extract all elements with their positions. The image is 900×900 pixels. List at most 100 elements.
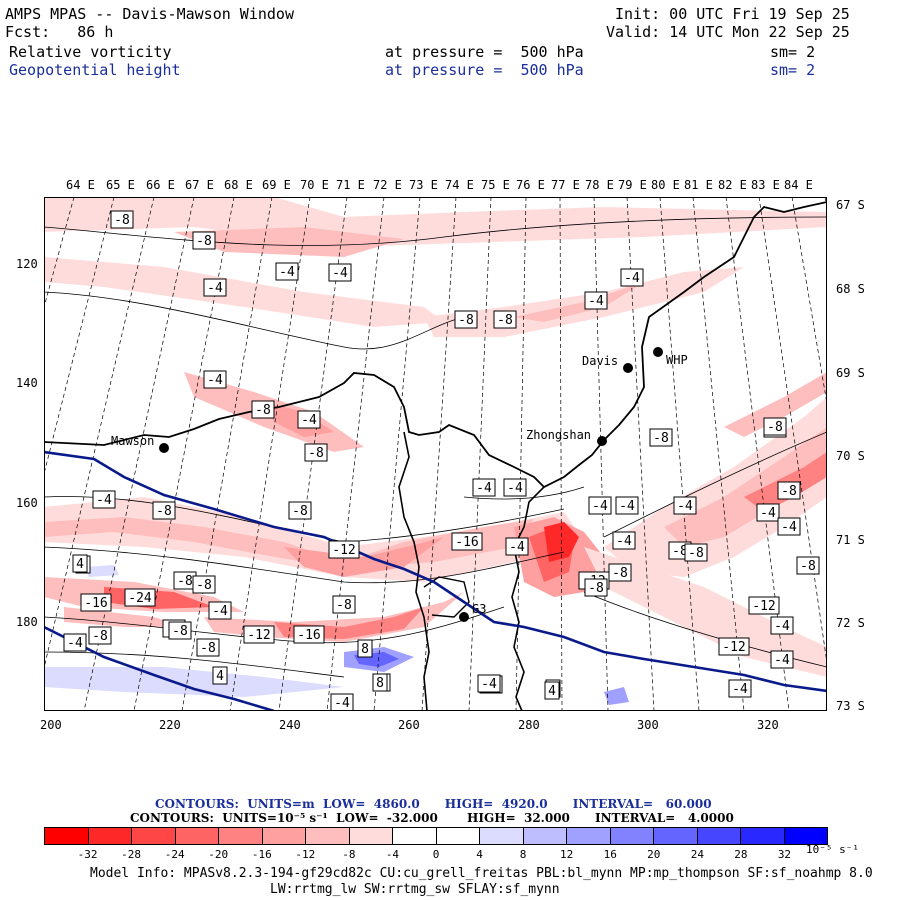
lat-label: 67 S bbox=[836, 198, 865, 212]
contour-value: -8 bbox=[458, 313, 474, 328]
contour-value-box: -24 bbox=[124, 588, 156, 607]
valid-time: Valid: 14 UTC Mon 22 Sep 25 bbox=[606, 23, 850, 41]
contour-value: -4 bbox=[592, 499, 608, 514]
station-marker[interactable] bbox=[459, 612, 469, 622]
contour-value: -4 bbox=[507, 481, 523, 496]
contour-value: -8 bbox=[92, 629, 108, 644]
contour-labels: -8-8-4-4 -4-8 -8-4-4-8-4-4-8-4-8 -8-4-4 -4-8… bbox=[63, 210, 820, 712]
ice-divide bbox=[511, 486, 545, 712]
contour-value: -4 bbox=[67, 636, 83, 651]
forecast-hour: Fcst: 86 h bbox=[5, 23, 114, 41]
colorbar-swatch bbox=[741, 828, 785, 844]
contour-value: -4 bbox=[774, 653, 790, 668]
field2-name: Geopotential height bbox=[9, 61, 181, 79]
station-marker[interactable] bbox=[653, 347, 663, 357]
contour-value-box: -4 bbox=[588, 496, 612, 515]
grid-y-label: 160 bbox=[16, 496, 38, 510]
contour-value: -4 bbox=[476, 481, 492, 496]
contour-value-box: -4 bbox=[92, 490, 116, 509]
lon-label: 67 E bbox=[185, 178, 214, 192]
lon-label: 69 E bbox=[262, 178, 291, 192]
contour-value-box: -16 bbox=[451, 532, 483, 551]
colorbar-tick-label: 20 bbox=[647, 848, 661, 861]
contour-value-box: -8 bbox=[192, 575, 216, 594]
lon-label: 68 E bbox=[224, 178, 253, 192]
lon-label: 82 E bbox=[718, 178, 747, 192]
grid-x-label: 200 bbox=[40, 718, 62, 732]
contour-value: -12 bbox=[247, 628, 270, 643]
contour-value: 8 bbox=[361, 642, 369, 657]
map-panel[interactable]: Mawson Davis WHP Zhongshan G3 -8 -8 -4 -4 -4… bbox=[0, 196, 900, 713]
lon-label: 65 E bbox=[106, 178, 135, 192]
contour-value-box: -8 bbox=[608, 563, 632, 582]
grid-y-label: 140 bbox=[16, 376, 38, 390]
contour-value-box: -8 bbox=[796, 556, 820, 575]
colorbar-tick-label: 4 bbox=[476, 848, 483, 861]
contour-value: -8 bbox=[781, 484, 797, 499]
contour-value-box: -8 bbox=[192, 231, 216, 250]
station-marker[interactable] bbox=[159, 443, 169, 453]
colorbar-tick-label: -12 bbox=[295, 848, 316, 861]
colorbar bbox=[44, 827, 828, 845]
contour-value-box: -8 bbox=[304, 443, 328, 462]
contour-value-box: 4 bbox=[72, 554, 88, 573]
contour-value-box: -4 bbox=[208, 601, 232, 620]
contour-value-box: 8 bbox=[357, 639, 373, 658]
colorbar-tick-label: 8 bbox=[519, 848, 527, 861]
contour-value: -4 bbox=[509, 540, 525, 555]
contour-value: -4 bbox=[481, 677, 497, 692]
grid-x-label: 300 bbox=[637, 718, 659, 732]
lon-label: 75 E bbox=[481, 178, 510, 192]
lon-label: 73 E bbox=[409, 178, 438, 192]
model-info: Model Info: MPASv8.2.3-194-gf29cd82c CU:… bbox=[90, 866, 873, 881]
lon-label: 79 E bbox=[618, 178, 647, 192]
lon-label: 78 E bbox=[585, 178, 614, 192]
contour-value: -8 bbox=[114, 213, 130, 228]
colorbar-tick-label: 28 bbox=[734, 848, 748, 861]
contour-value-box: -12 bbox=[243, 625, 275, 644]
contour-value: -24 bbox=[128, 591, 152, 606]
contour-value-box: -4 bbox=[584, 291, 608, 310]
top-axis-labels: 64 E 65 E 66 E 67 E 68 E 69 E 70 E 71 E … bbox=[0, 176, 900, 192]
station-marker[interactable] bbox=[597, 436, 607, 446]
contour-value: -8 bbox=[308, 446, 324, 461]
contour-value: -8 bbox=[672, 544, 688, 559]
init-time: Init: 00 UTC Fri 19 Sep 25 bbox=[615, 5, 850, 23]
contour-value: -4 bbox=[332, 266, 348, 281]
contour-value: -4 bbox=[301, 413, 317, 428]
stations: Mawson Davis WHP Zhongshan G3 bbox=[111, 347, 688, 622]
contour-value: 4 bbox=[216, 669, 224, 684]
grid-x-label: 260 bbox=[398, 718, 420, 732]
contour-value: -8 bbox=[200, 641, 216, 656]
colorbar-swatch bbox=[349, 828, 393, 844]
contour-value-box: -8 bbox=[288, 501, 312, 520]
lat-label: 72 S bbox=[836, 616, 865, 630]
contour-value: -8 bbox=[767, 420, 783, 435]
contour-value-box: -8 bbox=[684, 543, 708, 562]
station-label: Davis bbox=[582, 354, 618, 368]
contour-value-box: -8 bbox=[584, 578, 608, 597]
contour-value-box: -8 bbox=[88, 626, 112, 645]
station-label: G3 bbox=[472, 602, 486, 616]
contour-value-box: -4 bbox=[477, 674, 501, 693]
contour-value: -8 bbox=[196, 578, 212, 593]
map-canvas: Mawson Davis WHP Zhongshan G3 -8-8-4-4 -4… bbox=[0, 196, 900, 713]
colorbar-swatch bbox=[219, 828, 263, 844]
contour-value-box: -8 bbox=[168, 621, 192, 640]
contour-value: -4 bbox=[212, 604, 228, 619]
contour-value-box: -8 bbox=[251, 400, 275, 419]
lon-label: 66 E bbox=[146, 178, 175, 192]
colorbar-tick-label: -28 bbox=[121, 848, 142, 861]
contour-value-box: -8 bbox=[493, 310, 517, 329]
lon-label: 80 E bbox=[651, 178, 680, 192]
contour-value: -4 bbox=[774, 619, 790, 634]
contour-value: -8 bbox=[653, 431, 669, 446]
station-marker[interactable] bbox=[623, 363, 633, 373]
contour-value: -8 bbox=[497, 313, 513, 328]
contour-value: 4 bbox=[76, 557, 84, 572]
contour-value: -16 bbox=[297, 628, 320, 643]
contour-value: 8 bbox=[376, 676, 384, 691]
lon-label: 70 E bbox=[300, 178, 329, 192]
contour-value-box: -4 bbox=[275, 262, 299, 281]
contour-value: -4 bbox=[588, 294, 604, 309]
